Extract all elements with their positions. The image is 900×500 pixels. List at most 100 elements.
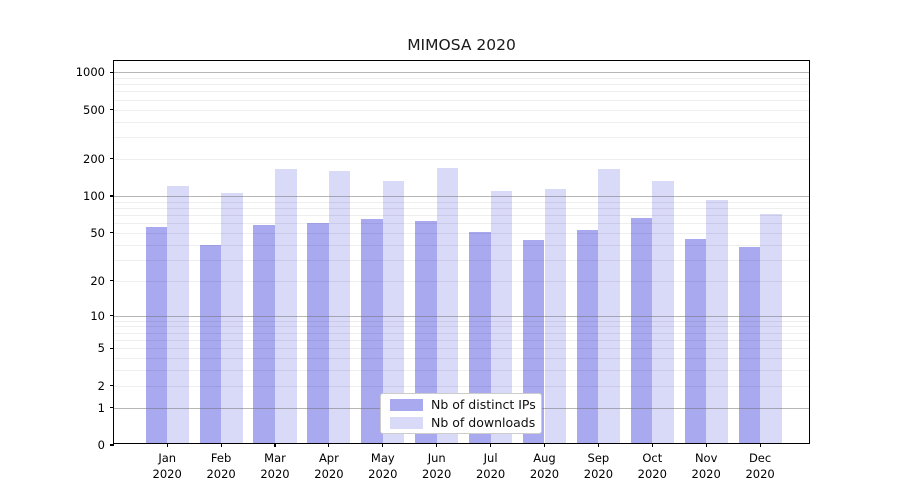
bar-downloads-feb (221, 193, 243, 443)
x-tick-mark (328, 443, 330, 447)
legend: Nb of distinct IPs Nb of downloads (380, 393, 542, 434)
bar-downloads-dec (760, 213, 782, 443)
x-tick-mark (597, 443, 599, 447)
bar-distinct-ips-oct (630, 217, 653, 443)
bar-downloads-mar (275, 169, 297, 443)
y-tick-label: 10 (90, 308, 105, 323)
y-tick-label: 20 (90, 273, 105, 288)
y-tick-label: 50 (90, 225, 105, 240)
x-tick-mark (705, 443, 707, 447)
x-tick-label-jul: Jul 2020 (475, 451, 506, 481)
minor-gridline (114, 84, 809, 86)
bar-distinct-ips-nov (684, 238, 707, 443)
minor-gridline (114, 370, 809, 372)
bars-layer (114, 61, 809, 443)
decade-gridline (114, 72, 809, 74)
minor-gridline (114, 109, 809, 111)
x-tick-mark (382, 443, 384, 447)
minor-gridline (114, 385, 809, 387)
bar-downloads-sep (598, 168, 620, 443)
x-tick-mark (220, 443, 222, 447)
minor-gridline (114, 232, 809, 234)
bar-downloads-nov (706, 199, 728, 443)
x-tick-mark (274, 443, 276, 447)
y-tick-mark (110, 158, 114, 160)
y-tick-mark (110, 280, 114, 282)
minor-gridline (114, 358, 809, 360)
x-tick-label-sep: Sep 2020 (583, 451, 614, 481)
minor-gridline (114, 332, 809, 334)
x-tick-label-dec: Dec 2020 (745, 451, 775, 481)
legend-swatch-downloads (390, 416, 423, 429)
y-tick-mark (110, 315, 114, 317)
bar-distinct-ips-feb (199, 245, 222, 443)
decade-gridline (114, 315, 809, 317)
y-tick-mark (110, 385, 114, 387)
x-tick-mark (759, 443, 761, 447)
y-tick-label: 1000 (75, 65, 105, 80)
bar-downloads-apr (328, 170, 351, 443)
minor-gridline (114, 280, 809, 282)
y-tick-label: 1 (97, 400, 105, 415)
minor-gridline (114, 91, 809, 93)
plot-area: 1000 500 200 100 50 20 10 5 2 1 0 Jan 2020 Feb 2020 Mar… (76, 60, 810, 481)
minor-gridline (114, 207, 809, 209)
x-tick-label-jun: Jun 2020 (422, 451, 452, 481)
minor-gridline (114, 320, 809, 322)
grid-layer (114, 61, 809, 443)
y-tick-label: 100 (83, 188, 105, 203)
minor-gridline (114, 340, 809, 341)
legend-label-distinct-ips: Nb of distinct IPs (431, 397, 536, 412)
y-tick-mark (110, 232, 114, 234)
x-tick-mark (543, 443, 546, 447)
minor-gridline (114, 348, 809, 350)
minor-gridline (114, 137, 809, 139)
x-tick-label-apr: Apr 2020 (314, 451, 344, 481)
x-tick-mark (166, 443, 168, 447)
x-tick-label-jan: Jan 2020 (152, 451, 182, 481)
bar-downloads-oct (652, 180, 674, 443)
x-tick-label-may: May 2020 (368, 451, 398, 481)
x-tick-mark (490, 443, 492, 447)
bar-distinct-ips-apr (307, 223, 329, 443)
legend-item-distinct-ips: Nb of distinct IPs (390, 397, 536, 412)
y-tick-label: 2 (97, 378, 105, 393)
x-tick-label-aug: Aug 2020 (529, 451, 560, 481)
y-tick-label: 5 (97, 341, 105, 356)
legend-label-downloads: Nb of downloads (431, 415, 536, 430)
minor-gridline (114, 201, 809, 203)
bar-distinct-ips-sep (576, 229, 599, 443)
legend-item-downloads: Nb of downloads (390, 415, 536, 430)
y-tick-label: 200 (83, 151, 105, 166)
bar-distinct-ips-mar (253, 224, 275, 443)
axis-layer: 1000 500 200 100 50 20 10 5 2 1 0 Jan 2020 Feb 2020 Mar… (76, 61, 809, 481)
bar-downloads-aug (544, 188, 567, 443)
x-tick-label-oct: Oct 2020 (637, 451, 667, 481)
minor-gridline (114, 244, 809, 246)
y-tick-mark (110, 108, 114, 111)
x-tick-label-mar: Mar 2020 (260, 451, 290, 481)
x-tick-mark (651, 443, 653, 447)
minor-gridline (114, 215, 809, 216)
y-tick-mark (110, 407, 114, 409)
minor-gridline (114, 121, 809, 123)
minor-gridline (114, 99, 809, 101)
y-tick-mark (110, 347, 114, 349)
decade-gridline (114, 195, 809, 197)
bar-downloads-jan (167, 186, 189, 443)
bar-distinct-ips-jan (145, 226, 168, 443)
x-tick-label-nov: Nov 2020 (691, 451, 721, 481)
x-tick-label-feb: Feb 2020 (206, 451, 236, 481)
y-tick-label: 0 (97, 438, 105, 452)
legend-swatch-distinct-ips (390, 398, 423, 411)
y-tick-label: 500 (83, 102, 105, 117)
y-tick-mark (110, 444, 114, 446)
y-tick-mark (110, 71, 114, 73)
minor-gridline (114, 259, 809, 261)
chart-title: MIMOSA 2020 (407, 36, 516, 54)
bar-distinct-ips-dec (738, 246, 761, 443)
x-tick-mark (436, 443, 438, 447)
minor-gridline (114, 77, 809, 79)
minor-gridline (114, 158, 809, 160)
